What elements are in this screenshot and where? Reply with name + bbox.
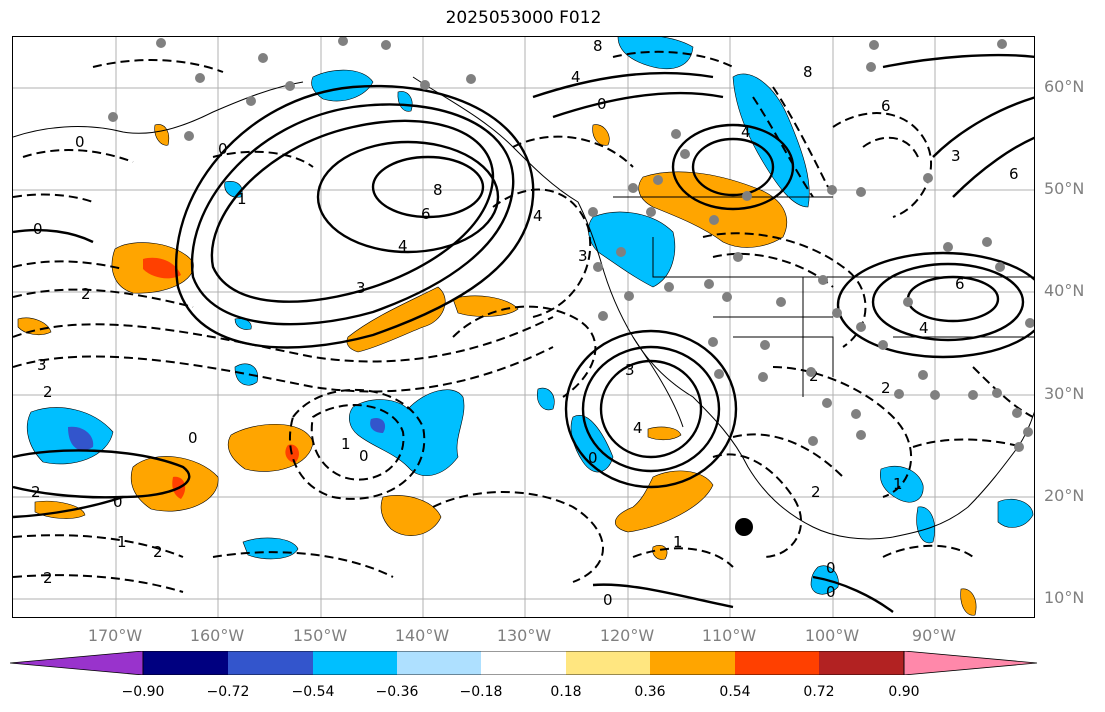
contour-label: 6 (421, 205, 431, 223)
contour-label: 3 (37, 356, 47, 374)
colorbar-extend-high (903, 651, 1038, 675)
contour-label: 8 (433, 181, 443, 199)
contour-label: 3 (578, 247, 588, 265)
station-markers (108, 37, 1034, 452)
lon-label-120w: 120°W (599, 626, 655, 645)
colorbar-tick: −0.72 (206, 684, 250, 700)
lat-label-50n: 50°N (1044, 179, 1085, 198)
contour-label: 1 (341, 435, 351, 453)
lon-label-90w: 90°W (911, 626, 957, 645)
lat-label-60n: 60°N (1044, 77, 1085, 96)
contour-label: 4 (919, 319, 929, 337)
contour-label: 0 (588, 449, 598, 467)
colorbar-bin (397, 651, 481, 675)
colorbar-tick: 0.54 (719, 684, 751, 700)
lon-label-100w: 100°W (804, 626, 860, 645)
contour-label: 4 (398, 237, 408, 255)
colorbar-bin (735, 651, 819, 675)
contour-label: 0 (113, 493, 123, 511)
contour-label: 8 (593, 37, 603, 55)
contour-label: 4 (633, 419, 643, 437)
contour-label: 2 (31, 483, 41, 501)
graticule (13, 37, 1034, 617)
colorbar-tick: 0.72 (803, 684, 835, 700)
contour-label: 0 (826, 583, 836, 601)
contour-label: 2 (811, 483, 821, 501)
colorbar-tick: −0.54 (291, 684, 335, 700)
colorbar-tick: 0.18 (550, 684, 582, 700)
contour-label: 1 (237, 190, 247, 208)
contour-label: 0 (33, 220, 43, 238)
contour-label: 4 (533, 207, 543, 225)
lon-label-150w: 150°W (292, 626, 348, 645)
contour-label: 0 (359, 447, 369, 465)
lat-label-10n: 10°N (1044, 588, 1085, 607)
contour-label: 1 (673, 533, 683, 551)
contour-label: 4 (741, 123, 751, 141)
contour-label: 2 (881, 379, 891, 397)
contour-label: 2 (81, 285, 91, 303)
colorbar-tick: 0.36 (634, 684, 666, 700)
colorbar-bin (819, 651, 904, 675)
contour-label: 0 (603, 591, 613, 609)
colorbar-bin (228, 651, 313, 675)
lon-label-130w: 130°W (496, 626, 552, 645)
contour-label: 2 (43, 383, 53, 401)
lat-label-20n: 20°N (1044, 486, 1085, 505)
contour-labels: 8 6 4 3 0 0 1 0 2 3 2 0 2 0 1 2 2 1 0 3 … (31, 37, 1019, 609)
lon-label-110w: 110°W (701, 626, 757, 645)
colorbar (10, 651, 1038, 675)
colorbar-bin (650, 651, 735, 675)
contour-label: 8 (803, 63, 813, 81)
contour-label: 1 (893, 475, 903, 493)
lon-label-170w: 170°W (87, 626, 143, 645)
colorbar-tick: −0.90 (121, 684, 165, 700)
contour-label: 6 (1009, 165, 1019, 183)
storm-center-marker (735, 518, 753, 536)
contour-label: 4 (571, 68, 581, 86)
contour-label: 0 (218, 140, 228, 158)
colorbar-bin (566, 651, 650, 675)
plot-title: 2025053000 F012 (445, 8, 602, 28)
contour-label: 2 (43, 569, 53, 587)
colorbar-bin (481, 651, 566, 675)
lon-label-140w: 140°W (394, 626, 450, 645)
solid-contours (13, 53, 1034, 613)
colorbar-tick: 0.90 (888, 684, 920, 700)
contour-label: 3 (951, 147, 961, 165)
contour-label: 3 (625, 361, 635, 379)
colorbar-tick: −0.18 (459, 684, 503, 700)
contour-label: 3 (356, 279, 366, 297)
contour-label: 0 (826, 559, 836, 577)
contour-label: 6 (881, 97, 891, 115)
contour-label: 0 (75, 133, 85, 151)
lat-label-30n: 30°N (1044, 384, 1085, 403)
colorbar-bin (313, 651, 397, 675)
contour-label: 0 (597, 95, 607, 113)
contour-label: 2 (153, 543, 163, 561)
contour-label: 0 (188, 429, 198, 447)
colorbar-bin (143, 651, 228, 675)
lat-label-40n: 40°N (1044, 281, 1085, 300)
map-panel: 8 6 4 3 0 0 1 0 2 3 2 0 2 0 1 2 2 1 0 3 … (12, 36, 1035, 618)
contour-label: 6 (955, 275, 965, 293)
lon-label-160w: 160°W (189, 626, 245, 645)
contour-label: 1 (117, 533, 127, 551)
colorbar-extend-low (10, 651, 144, 675)
dashed-contours (13, 50, 1034, 593)
colorbar-tick: −0.36 (375, 684, 419, 700)
forecast-map: 8 6 4 3 0 0 1 0 2 3 2 0 2 0 1 2 2 1 0 3 … (13, 37, 1034, 617)
